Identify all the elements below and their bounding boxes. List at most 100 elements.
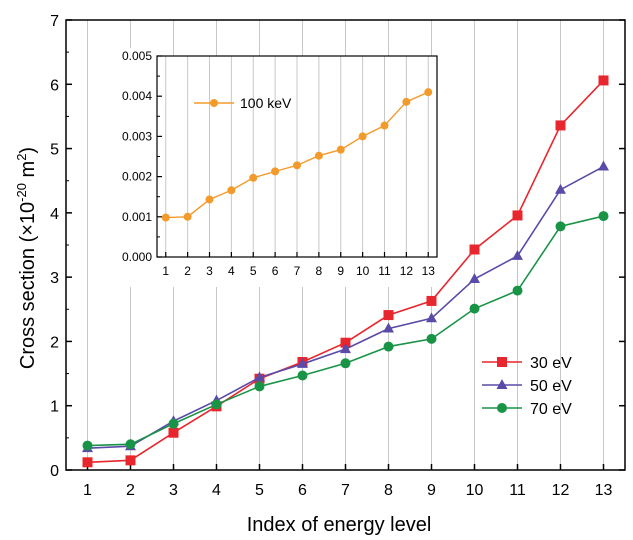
inset-y-tick-label: 0.003 [122, 129, 152, 143]
y-tick-label: 7 [50, 13, 59, 30]
inset-y-tick-label: 0.000 [122, 250, 152, 264]
inset-data-point [183, 212, 192, 221]
data-point [598, 211, 609, 222]
x-axis-title: Index of energy level [247, 514, 432, 535]
inset-x-tick-label: 5 [250, 264, 257, 278]
data-point [383, 310, 394, 321]
x-tick-label: 6 [298, 482, 307, 499]
inset-label-backdrop [102, 257, 437, 287]
x-tick-label: 10 [466, 482, 484, 499]
x-tick-label: 8 [384, 482, 393, 499]
x-tick-label: 11 [509, 482, 526, 499]
data-point [469, 303, 480, 314]
inset-data-point [424, 88, 433, 97]
data-point [211, 399, 222, 410]
main-legend: 30 eV 50 eV 70 eV [482, 355, 572, 418]
data-point [512, 285, 523, 296]
legend-label: 70 eV [530, 401, 572, 418]
inset-data-point [358, 132, 367, 141]
inset-legend-label: 100 keV [240, 95, 292, 111]
inset-x-tick-label: 6 [272, 264, 279, 278]
data-point [168, 418, 179, 429]
legend-marker [497, 357, 507, 367]
data-point [82, 440, 93, 451]
data-point [340, 358, 351, 369]
inset-data-point [227, 186, 236, 195]
data-point [469, 273, 480, 284]
inset-legend-marker [210, 99, 218, 107]
y-tick-label: 2 [50, 334, 59, 351]
inset-y-tick-label: 0.001 [122, 210, 152, 224]
y-axis-title-unit: m [17, 161, 39, 183]
y-axis-title-unit-exponent: 2 [14, 154, 29, 161]
series-70-ev [82, 211, 609, 451]
inset-grid [165, 56, 429, 257]
inset-y-tick-label: 0.002 [122, 170, 152, 184]
x-tick-label: 4 [212, 482, 221, 499]
inset-data-point [380, 121, 389, 130]
x-tick-label: 12 [552, 482, 570, 499]
data-point [297, 370, 308, 381]
inset-background [102, 48, 437, 287]
inset-x-tick-label: 11 [378, 264, 391, 278]
y-axis-title-close: ) [17, 147, 39, 154]
main-series-group [82, 75, 609, 468]
data-point [383, 341, 394, 352]
inset-data-point [314, 151, 323, 160]
data-point [340, 337, 351, 348]
data-point [512, 210, 523, 221]
legend-entry: 50 eV [482, 378, 572, 395]
data-point [168, 427, 179, 438]
data-point [82, 457, 93, 468]
data-point [555, 120, 566, 131]
y-tick-label: 5 [50, 142, 59, 159]
data-point [426, 312, 437, 323]
data-point [340, 343, 351, 354]
inset-x-tick-label: 13 [422, 264, 436, 278]
x-tick-label: 9 [427, 482, 436, 499]
data-point [598, 75, 609, 86]
y-tick-label: 3 [50, 270, 59, 287]
inset-x-tick-label: 7 [294, 264, 301, 278]
x-tick-label: 13 [595, 482, 613, 499]
legend-marker [496, 379, 508, 389]
inset-series-100-kev [161, 88, 433, 222]
legend-entry: 30 eV [482, 355, 572, 372]
inset-legend: 100 keV [194, 95, 292, 111]
y-tick-label: 4 [50, 206, 59, 223]
data-point [469, 244, 480, 255]
x-tick-label: 5 [255, 482, 264, 499]
inset-label-backdrop [102, 48, 157, 265]
inset-y-tick-label: 0.005 [122, 49, 152, 63]
legend-entry: 70 eV [482, 401, 572, 418]
data-point [555, 183, 566, 194]
inset-data-point [249, 173, 258, 182]
data-point [512, 250, 523, 260]
inset-data-point [205, 195, 214, 204]
inset-x-tick-label: 8 [316, 264, 323, 278]
y-axis-title: Cross section (×10-20 m2) [14, 147, 39, 369]
legend-marker [497, 403, 507, 413]
data-point [254, 381, 265, 392]
data-point [125, 439, 136, 450]
data-point [555, 221, 566, 232]
legend-label: 30 eV [530, 355, 572, 372]
y-axis-title-exponent: -20 [14, 183, 29, 202]
inset-x-tick-label: 3 [206, 264, 213, 278]
x-tick-label: 3 [169, 482, 178, 499]
x-tick-label: 2 [126, 482, 135, 499]
inset-x-tick-label: 9 [337, 264, 344, 278]
inset-data-point [402, 97, 411, 106]
data-point [426, 333, 437, 344]
inset-x-tick-label: 4 [228, 264, 235, 278]
y-axis-title-main: Cross section (×10 [17, 202, 39, 369]
inset-series-group [161, 88, 433, 222]
inset-legend-entry: 100 keV [194, 95, 292, 111]
inset-x-tick-label: 2 [184, 264, 191, 278]
inset-data-point [293, 161, 301, 170]
inset-data-point [161, 213, 170, 222]
x-tick-label: 1 [83, 482, 92, 499]
